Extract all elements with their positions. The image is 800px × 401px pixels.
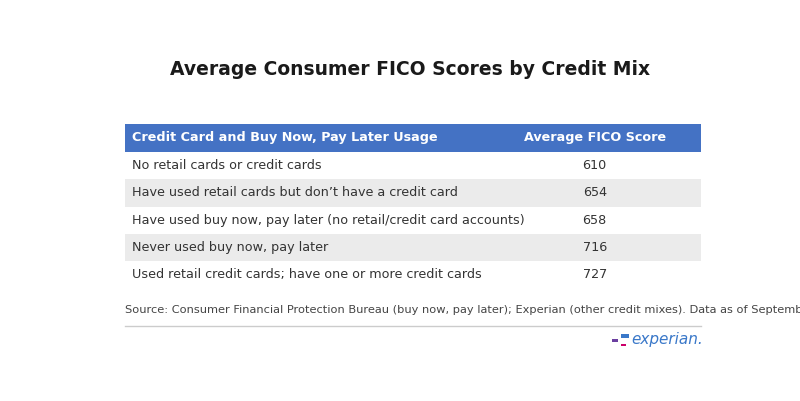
Bar [488, 207, 702, 234]
Text: Never used buy now, pay later: Never used buy now, pay later [132, 241, 329, 254]
Text: experian.: experian. [631, 332, 703, 347]
Text: Credit Card and Buy Now, Pay Later Usage: Credit Card and Buy Now, Pay Later Usage [132, 132, 438, 144]
Bar [125, 207, 488, 234]
Bar [488, 179, 702, 207]
Bar [488, 152, 702, 179]
Text: 654: 654 [582, 186, 606, 199]
Bar [488, 261, 702, 288]
Bar [125, 124, 702, 152]
Text: Average Consumer FICO Scores by Credit Mix: Average Consumer FICO Scores by Credit M… [170, 61, 650, 79]
Bar [125, 179, 488, 207]
Text: No retail cards or credit cards: No retail cards or credit cards [132, 159, 322, 172]
Text: 610: 610 [582, 159, 607, 172]
Text: Have used buy now, pay later (no retail/credit card accounts): Have used buy now, pay later (no retail/… [132, 214, 525, 227]
Bar [621, 344, 626, 346]
Text: Have used retail cards but don’t have a credit card: Have used retail cards but don’t have a … [132, 186, 458, 199]
Bar [488, 234, 702, 261]
Text: Source: Consumer Financial Protection Bureau (buy now, pay later); Experian (oth: Source: Consumer Financial Protection Bu… [125, 305, 800, 315]
Bar [125, 234, 488, 261]
Text: Used retail credit cards; have one or more credit cards: Used retail credit cards; have one or mo… [132, 268, 482, 281]
Text: 716: 716 [582, 241, 607, 254]
Bar [621, 334, 629, 338]
Bar [611, 339, 618, 342]
Text: Average FICO Score: Average FICO Score [524, 132, 666, 144]
Bar [125, 261, 488, 288]
Text: 727: 727 [582, 268, 607, 281]
Text: 658: 658 [582, 214, 607, 227]
Bar [125, 152, 488, 179]
